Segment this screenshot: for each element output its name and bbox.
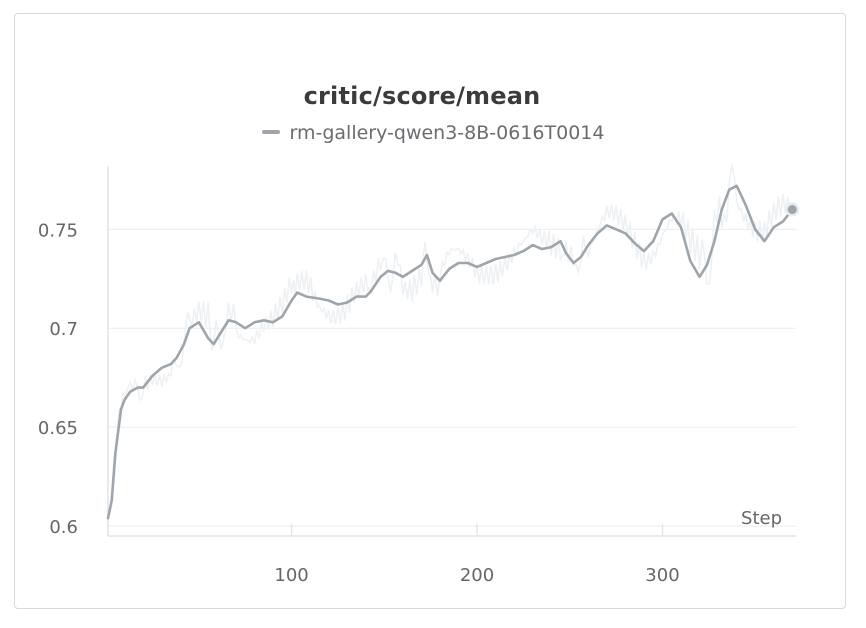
tick-labels: 0.6 0.65 0.7 0.75 100 200 300	[38, 220, 680, 586]
y-tick-label: 0.75	[38, 220, 78, 241]
y-tick-label: 0.65	[38, 418, 78, 439]
chart-panel	[14, 13, 846, 609]
chart-title: critic/score/mean	[303, 82, 541, 110]
legend[interactable]: rm-gallery-qwen3-8B-0616T0014	[0, 122, 866, 144]
x-tick-label: 300	[645, 565, 679, 586]
series-layer	[106, 163, 800, 520]
x-tick-label: 200	[460, 565, 494, 586]
grid-lines	[108, 228, 796, 536]
legend-label: rm-gallery-qwen3-8B-0616T0014	[289, 122, 605, 144]
series-end-point[interactable]	[787, 205, 797, 215]
legend-swatch	[261, 129, 280, 134]
y-tick-label: 0.6	[49, 517, 78, 538]
x-tick-label: 100	[274, 565, 308, 586]
series-line[interactable]	[106, 184, 794, 520]
x-axis-title: Step	[741, 508, 782, 529]
y-tick-label: 0.7	[49, 319, 78, 340]
axes	[107, 166, 796, 537]
